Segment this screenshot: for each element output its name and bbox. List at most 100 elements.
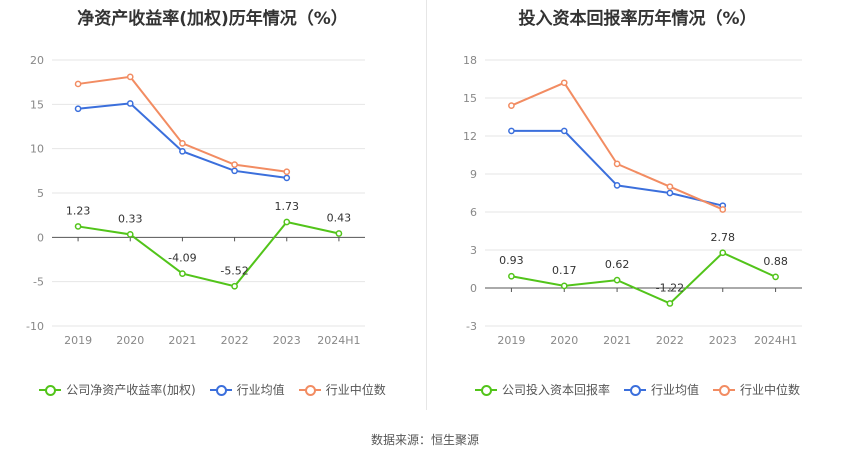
series-line: [511, 129, 723, 207]
legend-item[interactable]: 行业中位数: [713, 381, 800, 398]
x-tick-label: 2024H1: [317, 334, 360, 347]
data-point: [719, 206, 727, 213]
roic-plot: -3 0 3 6 9 12 15 18 2019 2020 2021 2022 2023 2024H1 0.…: [463, 54, 802, 347]
y-tick-label: 6: [470, 206, 477, 219]
data-point: [283, 168, 291, 176]
y-tick-label: 0: [37, 231, 44, 244]
data-point: [126, 73, 134, 81]
legend-label: 公司投入资本回报率: [501, 383, 610, 397]
x-tick-label: 2020: [550, 334, 578, 347]
roe-chart-panel: 净资产收益率(加权)历年情况（%） -10 -5 0 5 10 15 20 2019 2020 2…: [0, 0, 425, 420]
data-point: [666, 189, 674, 197]
data-point: [613, 182, 621, 189]
x-tick-label: 2021: [168, 334, 196, 347]
data-label: 0.62: [605, 258, 630, 271]
data-label: -4.09: [168, 252, 196, 265]
series-line: [511, 251, 776, 305]
legend-item[interactable]: 公司投入资本回报率: [474, 381, 610, 398]
chart-title: 净资产收益率(加权)历年情况（%）: [77, 9, 348, 29]
y-tick-label: 0: [470, 282, 477, 295]
legend-marker-icon: [474, 384, 497, 396]
x-tick-label: 2019: [497, 334, 525, 347]
y-tick-label: 20: [30, 54, 44, 67]
legend-label: 行业均值: [236, 383, 285, 397]
data-label: 2.78: [711, 231, 736, 244]
legend-label: 行业均值: [650, 383, 699, 397]
x-tick-label: 2020: [116, 334, 144, 347]
data-point: [231, 282, 238, 290]
data-point: [74, 80, 82, 88]
series-line: [77, 75, 287, 173]
y-tick-label: 5: [37, 187, 44, 200]
legend-marker-icon: [209, 384, 232, 396]
data-label: -5.52: [220, 264, 248, 277]
data-label: 1.23: [66, 204, 91, 217]
data-point: [560, 127, 568, 135]
data-point: [613, 160, 621, 168]
x-tick-label: 2022: [656, 334, 684, 347]
data-point: [666, 300, 674, 307]
y-tick-label: 12: [463, 130, 477, 143]
y-tick-label: -3: [466, 320, 477, 333]
x-tick-label: 2023: [709, 334, 737, 347]
x-tick-label: 2021: [603, 334, 631, 347]
legend-marker-icon: [39, 384, 62, 396]
x-tick-label: 2024H1: [754, 334, 797, 347]
data-point: [508, 102, 515, 109]
data-point: [772, 273, 779, 281]
series-line: [511, 81, 724, 211]
legend-marker-icon: [298, 384, 321, 396]
legend-marker-icon: [623, 384, 646, 396]
data-point: [283, 174, 291, 182]
legend-item[interactable]: 行业均值: [623, 381, 699, 398]
data-label: 0.43: [327, 212, 352, 225]
panel-divider: [426, 0, 427, 410]
data-label: 1.73: [275, 200, 300, 213]
y-tick-label: 15: [30, 98, 44, 111]
data-point: [231, 167, 238, 175]
x-tick-label: 2023: [273, 334, 301, 347]
legend-item[interactable]: 行业中位数: [298, 381, 386, 398]
data-label: 0.33: [118, 212, 143, 225]
legend-label: 公司净资产收益率(加权): [66, 383, 196, 397]
data-point: [666, 183, 674, 191]
y-tick-label: 3: [470, 244, 477, 257]
series-line: [77, 220, 340, 288]
legend-marker-icon: [713, 384, 735, 396]
legend-label: 行业中位数: [325, 383, 386, 397]
y-tick-label: 9: [470, 168, 477, 181]
data-label: 0.17: [552, 264, 577, 277]
data-point: [126, 231, 134, 238]
legend-item[interactable]: 公司净资产收益率(加权): [39, 381, 196, 398]
y-tick-label: -10: [26, 320, 44, 333]
chart-title: 投入资本回报率历年情况（%）: [518, 9, 757, 29]
roic-chart-panel: 投入资本回报率历年情况（%） -3 0 3 6 9 12 15 18 2019 2020 2021 2…: [425, 0, 850, 420]
data-point: [283, 218, 291, 226]
data-point: [560, 282, 568, 290]
data-point: [613, 276, 621, 284]
data-point: [74, 223, 82, 230]
legend-item[interactable]: 行业均值: [209, 381, 285, 398]
data-point: [74, 105, 82, 113]
legend: 公司净资产收益率(加权) 行业均值 行业中位数: [0, 381, 425, 398]
x-tick-label: 2022: [221, 334, 249, 347]
data-point: [231, 161, 238, 168]
data-point: [508, 272, 515, 280]
data-source-note: 数据来源：恒生聚源: [370, 433, 479, 447]
data-point: [179, 270, 186, 277]
data-point: [335, 230, 343, 237]
legend-label: 行业中位数: [740, 383, 801, 397]
y-tick-label: 10: [30, 143, 44, 156]
data-point: [719, 249, 727, 257]
data-point: [179, 147, 186, 155]
data-label: 0.93: [499, 254, 524, 267]
x-tick-label: 2019: [64, 334, 92, 347]
data-point: [560, 79, 568, 87]
roe-plot: -10 -5 0 5 10 15 20 2019 2020 2021 2022 2023 2024H1 1…: [26, 54, 365, 347]
y-tick-label: 18: [463, 54, 477, 67]
y-tick-label: -5: [33, 276, 44, 289]
y-tick-label: 15: [463, 92, 477, 105]
data-label: 0.88: [763, 255, 788, 268]
data-label: -1.22: [656, 281, 684, 294]
legend: 公司投入资本回报率 行业均值 行业中位数: [425, 381, 850, 398]
